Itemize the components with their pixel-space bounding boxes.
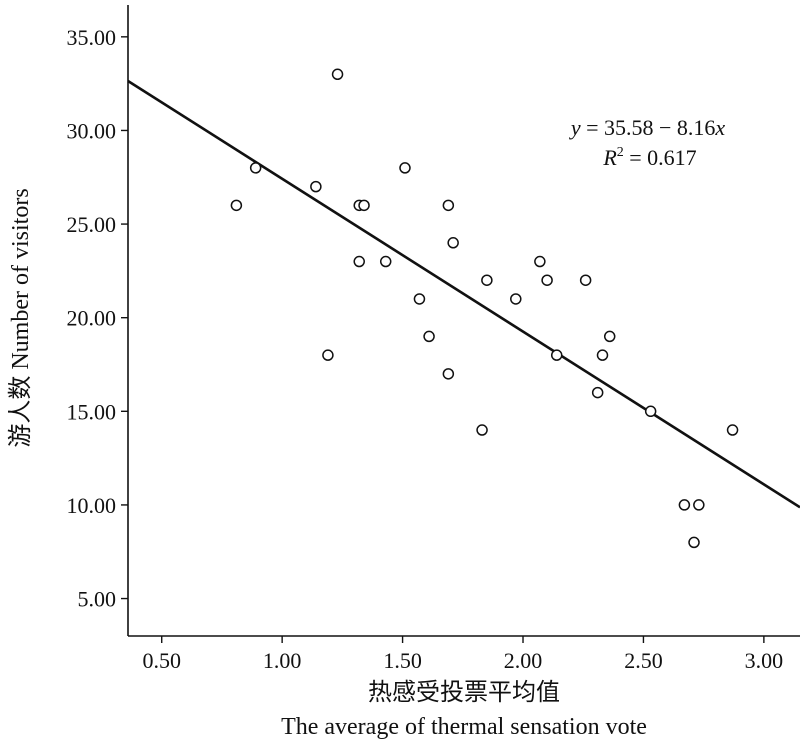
r2-superscript: 2 [617,145,624,160]
equation-body: = 35.58 − 8.16 [581,115,716,140]
data-point [511,294,521,304]
x-tick-label: 0.50 [142,648,181,673]
data-point [311,182,321,192]
regression-layer [128,81,800,507]
data-point [251,163,261,173]
x-tick-label: 2.50 [624,648,663,673]
r-squared-label: R2 = 0.617 [602,145,696,170]
data-point [231,200,241,210]
y-axis-title: 游人数 Number of visitors [7,188,34,447]
x-axis-title-cn: 热感受投票平均值 [368,679,560,706]
data-point [414,294,424,304]
data-point [679,500,689,510]
data-point [597,350,607,360]
data-point [581,275,591,285]
y-tick-label: 35.00 [67,25,117,50]
data-point [333,69,343,79]
data-point [400,163,410,173]
data-point [605,331,615,341]
y-tick-label: 30.00 [67,118,117,143]
data-point [552,350,562,360]
data-point [448,238,458,248]
data-point [424,331,434,341]
regression-line [128,81,800,507]
data-point [443,369,453,379]
y-tick-label: 25.00 [67,212,117,237]
data-point [381,257,391,267]
data-point [694,500,704,510]
x-tick-label: 1.50 [383,648,422,673]
equation-y: y [569,115,581,140]
equation-x: x [714,115,725,140]
y-tick-label: 5.00 [78,587,117,612]
data-point [646,406,656,416]
data-point [443,200,453,210]
x-tick-label: 1.00 [263,648,302,673]
data-point [482,275,492,285]
r2-symbol: R [602,145,617,170]
data-point [728,425,738,435]
data-point [323,350,333,360]
data-point [689,537,699,547]
data-point [354,257,364,267]
data-point [542,275,552,285]
y-tick-label: 10.00 [67,493,117,518]
y-tick-label: 20.00 [67,306,117,331]
r2-value: = 0.617 [624,145,697,170]
x-axis-title-en: The average of thermal sensation vote [281,714,647,740]
regression-equation: y = 35.58 − 8.16x [569,115,726,140]
data-point [477,425,487,435]
data-point [359,200,369,210]
x-tick-label: 2.00 [504,648,543,673]
data-point [593,388,603,398]
y-tick-label: 15.00 [67,399,117,424]
x-tick-label: 3.00 [745,648,784,673]
data-point [535,257,545,267]
